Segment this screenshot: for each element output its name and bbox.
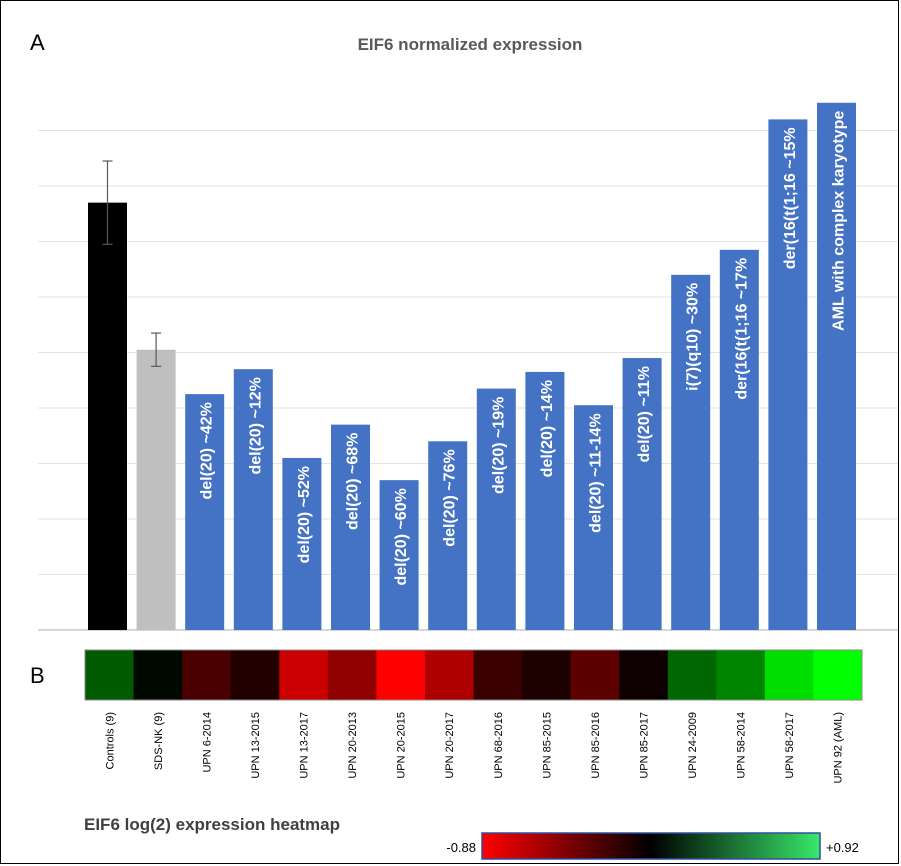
heatmap-cell bbox=[424, 650, 474, 700]
bar-data-label: del(20) ~11% bbox=[636, 366, 653, 463]
heatmap-category-label: UPN 13-2017 bbox=[299, 712, 311, 779]
panel-a-label: A bbox=[30, 30, 45, 55]
bar bbox=[136, 349, 176, 630]
panel-b-label: B bbox=[30, 663, 45, 688]
heatmap-cell bbox=[182, 650, 232, 700]
bar bbox=[574, 405, 613, 630]
bar-data-label: del(20) ~11-14% bbox=[588, 413, 605, 533]
heatmap-category-label: UPN 20-2013 bbox=[347, 712, 359, 779]
heatmap-category-label: SDS-NK (9) bbox=[153, 712, 165, 770]
bar-data-label: i(7)(q10) ~30% bbox=[685, 283, 702, 391]
heatmap-category-label: UPN 20-2017 bbox=[444, 712, 456, 779]
heatmap-cell bbox=[85, 650, 135, 700]
bar-data-label: del(20) ~12% bbox=[247, 377, 264, 474]
bar bbox=[768, 119, 808, 631]
chart-title: EIF6 normalized expression bbox=[358, 35, 583, 54]
bar bbox=[88, 202, 127, 630]
bars bbox=[88, 102, 856, 631]
heatmap-category-labels: Controls (9) SDS-NK (9) UPN 6-2014 UPN 13-2… bbox=[104, 712, 844, 784]
bar bbox=[817, 102, 856, 630]
bar bbox=[233, 369, 273, 630]
bar-data-label: del(20) ~52% bbox=[296, 466, 313, 563]
heatmap-cell bbox=[327, 650, 377, 700]
bar-data-label: del(20) ~14% bbox=[539, 380, 556, 477]
bar-data-label: del(20) ~76% bbox=[442, 449, 459, 546]
bar-data-label: AML with complex karyotype bbox=[831, 111, 848, 331]
bar-data-label: del(20) ~42% bbox=[199, 402, 216, 499]
bar bbox=[428, 441, 468, 630]
heatmap-cell bbox=[764, 650, 814, 700]
heatmap-category-label: UPN 13-2015 bbox=[250, 712, 262, 779]
bar bbox=[379, 480, 419, 630]
heatmap-cell bbox=[716, 650, 766, 700]
heatmap-category-label: UPN 20-2015 bbox=[396, 712, 408, 779]
bar bbox=[282, 457, 322, 630]
bar-data-label: der(16(t(1;16 ~17% bbox=[733, 258, 750, 400]
error-bars bbox=[102, 160, 162, 367]
scale-max-label: +0.92 bbox=[826, 840, 859, 855]
heatmap-category-label: UPN 92 (AML) bbox=[833, 712, 845, 784]
bar bbox=[719, 249, 759, 630]
heatmap-border bbox=[84, 649, 863, 701]
heatmap-strip bbox=[85, 650, 863, 700]
heatmap-category-label: UPN 85-2015 bbox=[541, 712, 553, 779]
heatmap-cell bbox=[473, 650, 523, 700]
bar-labels: del(20) ~42% del(20) ~12% del(20) ~52% del(… bbox=[199, 111, 848, 586]
heatmap-category-label: UPN 85-2017 bbox=[638, 712, 650, 779]
heatmap-cell bbox=[619, 650, 669, 700]
heatmap-title: EIF6 log(2) expression heatmap bbox=[84, 815, 340, 834]
bar-data-label: del(20) ~60% bbox=[393, 488, 410, 585]
heatmap-category-label: UPN 85-2016 bbox=[590, 712, 602, 779]
bar bbox=[331, 424, 370, 630]
heatmap-cell bbox=[133, 650, 183, 700]
heatmap-category-label: UPN 24-2009 bbox=[687, 712, 699, 779]
bar bbox=[525, 371, 565, 630]
heatmap-category-label: UPN 6-2014 bbox=[201, 712, 213, 773]
heatmap-cell bbox=[522, 650, 572, 700]
heatmap-cell bbox=[376, 650, 426, 700]
bar-data-label: del(20) ~68% bbox=[345, 433, 362, 530]
color-scale-bar bbox=[481, 832, 821, 860]
heatmap-category-label: Controls (9) bbox=[104, 712, 116, 769]
heatmap-category-label: UPN 58-2017 bbox=[784, 712, 796, 779]
heatmap-cell bbox=[279, 650, 329, 700]
bar bbox=[185, 394, 225, 630]
bar bbox=[622, 358, 662, 630]
heatmap-category-label: UPN 58-2014 bbox=[736, 712, 748, 779]
heatmap-category-label: UPN 68-2016 bbox=[493, 712, 505, 779]
bar bbox=[671, 274, 711, 630]
scale-min-label: -0.88 bbox=[446, 840, 476, 855]
bar-data-label: del(20) ~19% bbox=[490, 397, 507, 494]
heatmap-cell bbox=[667, 650, 717, 700]
heatmap-cell bbox=[230, 650, 280, 700]
bar bbox=[476, 388, 516, 630]
heatmap-cell bbox=[570, 650, 620, 700]
heatmap-cell bbox=[813, 650, 863, 700]
bar-data-label: der(16(t(1;16 ~15% bbox=[782, 127, 799, 269]
